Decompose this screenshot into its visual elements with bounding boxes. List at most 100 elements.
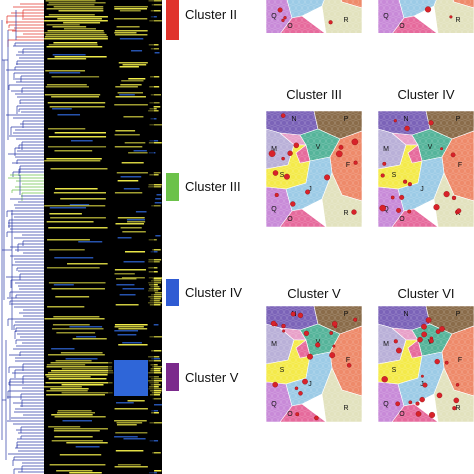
- heatmap-cell: [153, 324, 159, 326]
- map-grid-cell: [438, 29, 444, 33]
- map-grid-cell: [381, 351, 387, 357]
- map-grid-cell: [432, 333, 438, 339]
- map-grid-cell: [450, 29, 456, 33]
- map-grid-cell: [414, 393, 420, 399]
- heatmap-cell: [49, 249, 85, 251]
- map-grid-cell: [402, 345, 408, 351]
- heatmap-cell: [151, 378, 162, 380]
- map-grid-cell: [344, 369, 350, 375]
- heatmap-cell: [46, 8, 104, 10]
- heatmap-cell: [55, 296, 90, 298]
- map-grid-cell: [314, 138, 320, 144]
- map-grid-cell: [399, 375, 405, 381]
- map-grid-cell: [269, 399, 275, 405]
- heatmap-cell: [149, 20, 162, 22]
- map-grid-cell: [287, 399, 293, 405]
- map-grid-cell: [323, 111, 329, 114]
- map-grid-cell: [465, 327, 471, 333]
- map-region-label: P: [456, 116, 461, 123]
- map-grid-cell: [344, 222, 350, 227]
- map-grid-cell: [423, 306, 429, 309]
- heatmap-cell: [46, 364, 86, 366]
- map-grid-cell: [296, 17, 302, 23]
- map-grid-cell: [287, 23, 293, 29]
- map-grid-cell: [308, 150, 314, 156]
- map-grid-cell: [381, 132, 387, 138]
- heatmap-cell: [148, 388, 162, 390]
- map-grid-cell: [341, 0, 347, 5]
- map-grid-cell: [420, 417, 426, 422]
- map-grid-cell: [347, 399, 353, 405]
- map-grid-cell: [326, 150, 332, 156]
- map-grid-cell: [426, 126, 432, 132]
- map-grid-cell: [305, 132, 311, 138]
- map-grid-cell: [414, 17, 420, 23]
- map-grid-cell: [344, 174, 350, 180]
- heatmap-cell: [46, 267, 100, 269]
- map-grid-cell: [332, 114, 338, 120]
- map-grid-cell: [308, 210, 314, 216]
- map-grid-cell: [432, 417, 438, 422]
- map-grid-cell: [299, 120, 305, 126]
- map-grid-cell: [465, 168, 471, 174]
- heatmap-cell: [148, 259, 162, 261]
- map-grid-cell: [450, 345, 456, 351]
- map-grid-cell: [465, 306, 471, 309]
- map-grid-cell: [456, 162, 462, 168]
- map-grid-cell: [266, 192, 269, 198]
- map-grid-cell: [390, 174, 396, 180]
- map-grid-cell: [311, 132, 317, 138]
- map-grid-cell: [287, 216, 293, 222]
- map-grid-cell: [411, 216, 417, 222]
- map-grid-cell: [402, 5, 408, 11]
- map-grid-cell: [353, 0, 359, 5]
- map-hotspot: [425, 317, 432, 323]
- map-grid-cell: [381, 111, 387, 114]
- heatmap-cell: [57, 18, 102, 20]
- map-grid-cell: [290, 210, 296, 216]
- map-grid-cell: [326, 162, 332, 168]
- map-region-label: R: [455, 17, 460, 24]
- map-grid-cell: [396, 417, 402, 422]
- heatmap-cell: [114, 366, 148, 368]
- map-grid-cell: [378, 120, 381, 126]
- map-grid-cell: [332, 333, 338, 339]
- map-grid-cell: [287, 363, 293, 369]
- map-grid-cell: [435, 216, 441, 222]
- map-grid-cell: [341, 192, 347, 198]
- map-grid-cell: [347, 156, 353, 162]
- map-grid-cell: [447, 120, 453, 126]
- map-region: [433, 0, 474, 33]
- map-grid-cell: [453, 363, 459, 369]
- map-grid-cell: [390, 345, 396, 351]
- map-grid-cell: [269, 120, 275, 126]
- map-grid-cell: [281, 144, 287, 150]
- map-grid-cell: [456, 150, 462, 156]
- map-region-label: F: [458, 162, 462, 169]
- map-grid-cell: [381, 411, 387, 417]
- map-hotspot: [434, 358, 440, 365]
- map-grid-cell: [420, 138, 426, 144]
- map-grid-cell: [429, 375, 435, 381]
- map-grid-cell: [284, 405, 290, 411]
- map-grid-cell: [381, 23, 387, 29]
- map-grid-cell: [353, 192, 359, 198]
- map-grid-cell: [356, 321, 362, 327]
- map-grid-cell: [275, 0, 281, 5]
- map-grid-cell: [414, 210, 420, 216]
- map-grid-cell: [411, 11, 417, 17]
- heatmap-cell: [149, 422, 162, 424]
- heatmap-cell: [116, 424, 137, 426]
- heatmap-cell: [48, 227, 108, 229]
- map-grid-cell: [378, 126, 384, 132]
- map-grid-cell: [390, 186, 396, 192]
- map-grid-cell: [378, 132, 381, 138]
- map-grid-cell: [435, 168, 441, 174]
- map-grid-cell: [353, 306, 359, 309]
- map-grid-cell: [287, 327, 293, 333]
- map-region-label: V: [316, 144, 321, 151]
- map-grid-cell: [381, 363, 387, 369]
- heatmap-cell: [122, 288, 145, 290]
- heatmap-cell: [52, 54, 86, 56]
- map-grid-cell: [302, 405, 308, 411]
